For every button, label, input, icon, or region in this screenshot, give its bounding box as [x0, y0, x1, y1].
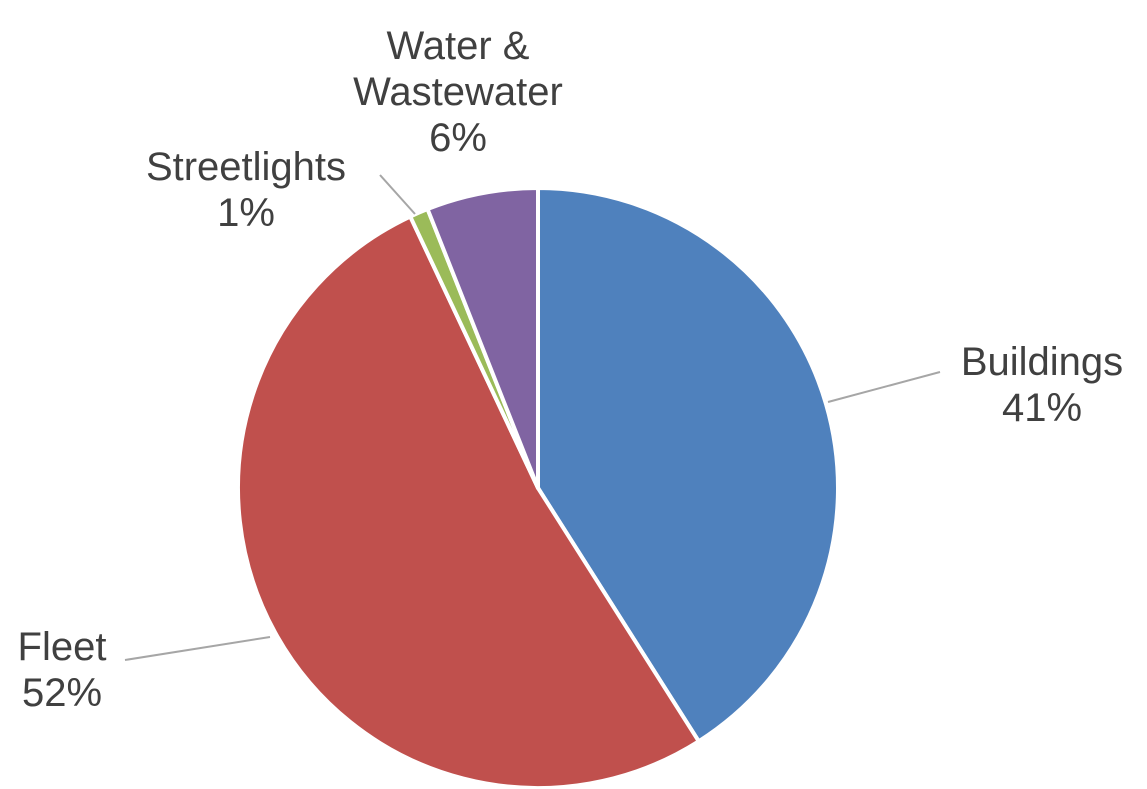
- leader-line: [379, 174, 416, 215]
- pie-slice: [236, 214, 701, 789]
- value-label: 41%: [1001, 386, 1083, 430]
- category-label: Buildings: [960, 340, 1124, 384]
- category-label: Water & Wastewater: [353, 24, 563, 114]
- data-label: Water & Wastewater 6%: [328, 23, 588, 161]
- value-label: 6%: [429, 116, 487, 160]
- pie-slice: [425, 186, 540, 490]
- leader-line: [124, 636, 271, 661]
- value-label: 52%: [21, 671, 103, 715]
- data-label: Fleet 52%: [2, 624, 122, 716]
- category-label: Streetlights: [145, 145, 347, 189]
- data-label: Buildings 41%: [942, 339, 1142, 431]
- data-label: Streetlights 1%: [116, 144, 376, 236]
- leader-line: [827, 371, 941, 403]
- value-label: 1%: [217, 191, 275, 235]
- category-label: Fleet: [17, 625, 107, 669]
